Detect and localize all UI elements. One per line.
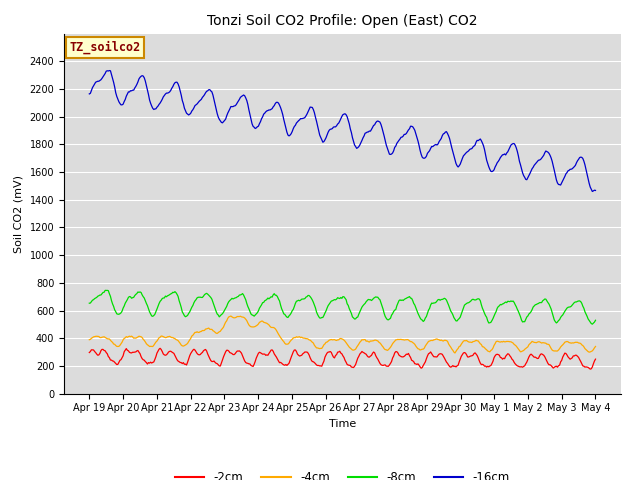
Y-axis label: Soil CO2 (mV): Soil CO2 (mV) [14,175,24,252]
X-axis label: Time: Time [329,419,356,429]
Legend: -2cm, -4cm, -8cm, -16cm: -2cm, -4cm, -8cm, -16cm [170,466,515,480]
Text: TZ_soilco2: TZ_soilco2 [70,41,141,54]
Title: Tonzi Soil CO2 Profile: Open (East) CO2: Tonzi Soil CO2 Profile: Open (East) CO2 [207,14,477,28]
